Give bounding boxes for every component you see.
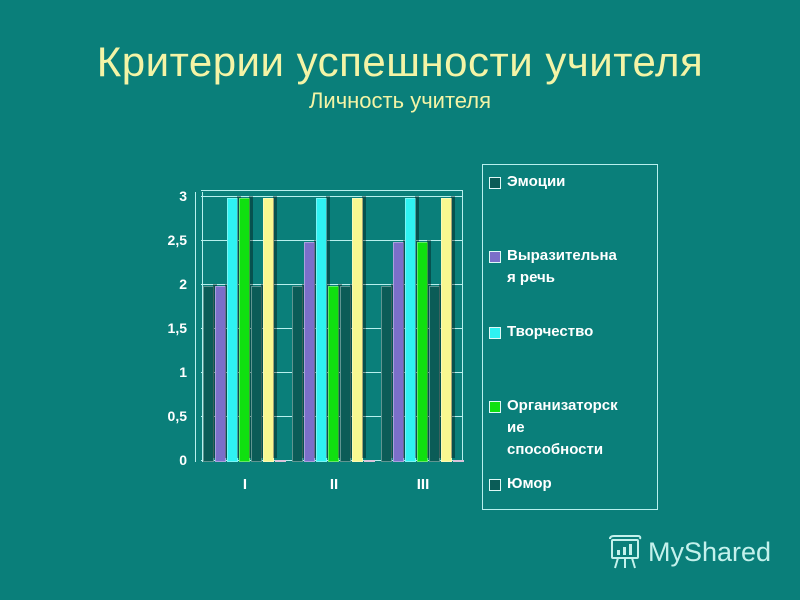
y-axis-tick-label: 2	[179, 276, 187, 292]
legend-swatch-icon	[489, 177, 501, 189]
bar	[340, 284, 354, 462]
legend-item: Организаторск ие способности	[489, 395, 653, 461]
bar	[453, 460, 464, 462]
legend-label: Выразительна я речь	[507, 247, 617, 286]
x-axis-category-label: I	[242, 476, 248, 493]
y-axis-tick-label: 0,5	[167, 408, 187, 424]
bar	[263, 196, 277, 462]
bar	[316, 196, 330, 462]
y-axis-tick-label: 2,5	[167, 232, 187, 248]
bar	[441, 196, 455, 462]
slide-subtitle: Личность учителя	[308, 88, 492, 113]
chart-side-wall	[195, 192, 203, 462]
legend-label: Эмоции	[507, 173, 566, 190]
y-axis-tick-label: 0	[179, 452, 187, 468]
gridline	[201, 240, 463, 241]
legend-item: Творчество	[489, 321, 653, 343]
chart-legend: Эмоции Выразительна я речь Творчество Орган…	[482, 164, 658, 510]
legend-item: Выразительна я речь	[489, 245, 653, 289]
bar	[429, 284, 443, 462]
bar	[251, 284, 265, 462]
x-axis-category-label: III	[416, 476, 430, 493]
y-axis-tick-label: 3	[179, 188, 187, 204]
bar	[304, 240, 318, 462]
bar	[328, 284, 342, 462]
chart-plot-frame	[201, 190, 463, 462]
slide-title: Критерии успешности учителя	[96, 38, 704, 85]
legend-label: Юмор	[507, 475, 552, 492]
legend-swatch-icon	[489, 251, 501, 263]
bar	[227, 196, 241, 462]
bar	[381, 284, 395, 462]
bar	[292, 284, 306, 462]
legend-label: Творчество	[507, 323, 594, 340]
bar	[352, 196, 366, 462]
bar	[364, 460, 375, 462]
bar-chart: 0 0,5 1 1,5 2 2,5 3 I II III	[168, 186, 464, 493]
myshared-watermark: MyShared	[608, 534, 771, 570]
y-axis-tick-label: 1	[179, 364, 187, 380]
x-axis-category-label: II	[329, 476, 339, 493]
bar	[405, 196, 419, 462]
bar	[239, 196, 253, 462]
legend-item: Юмор	[489, 473, 653, 495]
legend-label: Организаторск ие способности	[507, 397, 618, 458]
legend-swatch-icon	[489, 327, 501, 339]
bar	[215, 284, 229, 462]
watermark-text: MyShared	[648, 536, 772, 567]
y-axis-tick-label: 1,5	[167, 320, 187, 336]
legend-item: Эмоции	[489, 171, 653, 193]
bar	[417, 240, 431, 462]
bar	[275, 460, 286, 462]
legend-swatch-icon	[489, 479, 501, 491]
gridline	[201, 196, 463, 197]
bar	[203, 284, 217, 462]
bar	[393, 240, 407, 462]
presentation-board-icon	[609, 535, 642, 569]
legend-swatch-icon	[489, 401, 501, 413]
gridline	[201, 284, 463, 285]
